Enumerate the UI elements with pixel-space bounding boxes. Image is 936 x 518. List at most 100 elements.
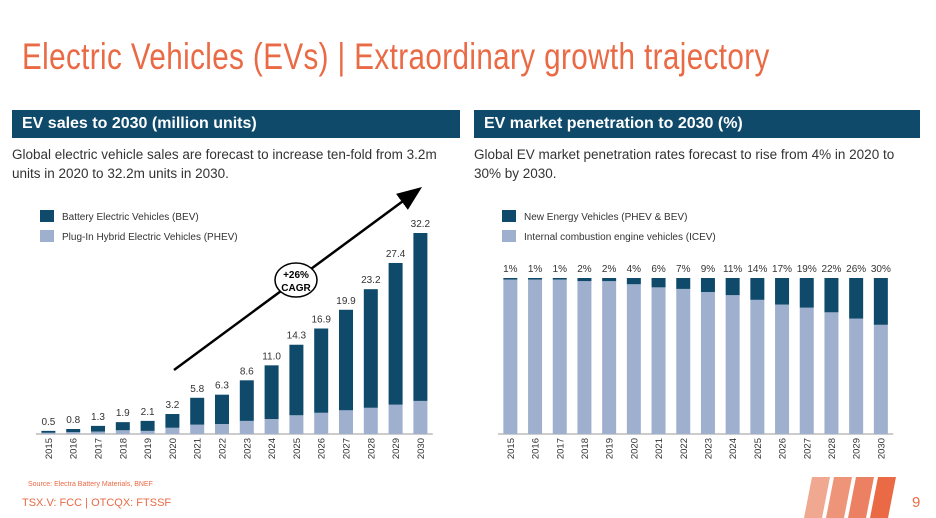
left-x-tick-2028: 2028 bbox=[366, 438, 377, 459]
legend-swatch-nev bbox=[502, 210, 516, 222]
bar-bev-2018 bbox=[115, 422, 130, 431]
bar-nev-2021 bbox=[651, 278, 666, 288]
pct-label-2021: 6% bbox=[651, 264, 666, 275]
right-x-tick-2019: 2019 bbox=[605, 438, 616, 459]
bar-phev-2030 bbox=[413, 400, 428, 434]
bar-phev-2019 bbox=[140, 430, 155, 434]
legend-swatch-phev bbox=[40, 230, 54, 242]
bar-icev-2016 bbox=[528, 279, 543, 434]
right-x-tick-2018: 2018 bbox=[580, 438, 591, 459]
right-x-tick-2024: 2024 bbox=[728, 438, 739, 459]
right-x-tick-2022: 2022 bbox=[679, 438, 690, 459]
right-x-tick-2026: 2026 bbox=[778, 438, 789, 459]
pct-label-2024: 11% bbox=[723, 264, 742, 275]
bar-nev-2015 bbox=[503, 278, 518, 280]
left-x-tick-2027: 2027 bbox=[342, 438, 353, 459]
total-label-2028: 23.2 bbox=[361, 275, 381, 286]
right-x-tick-2029: 2029 bbox=[852, 438, 863, 459]
bar-icev-2020 bbox=[626, 284, 641, 434]
cagr-badge bbox=[274, 262, 318, 298]
bar-phev-2026 bbox=[314, 412, 329, 434]
left-x-tick-2026: 2026 bbox=[317, 438, 328, 459]
pct-label-2025: 14% bbox=[747, 264, 767, 275]
bar-bev-2015 bbox=[41, 430, 56, 433]
right-x-tick-2027: 2027 bbox=[802, 438, 813, 459]
bar-phev-2017 bbox=[91, 431, 105, 434]
bar-nev-2016 bbox=[528, 278, 543, 280]
right-x-tick-2030: 2030 bbox=[876, 438, 887, 459]
pct-label-2022: 7% bbox=[676, 264, 691, 275]
bar-bev-2019 bbox=[140, 420, 155, 431]
legend-label-phev: Plug-In Hybrid Electric Vehicles (PHEV) bbox=[62, 232, 238, 243]
bar-nev-2020 bbox=[626, 278, 641, 285]
bar-phev-2016 bbox=[66, 432, 81, 434]
bar-bev-2027 bbox=[339, 309, 353, 411]
left-x-tick-2022: 2022 bbox=[218, 438, 229, 459]
source-note: Source: Electra Battery Materials, BNEF bbox=[28, 481, 153, 488]
bar-phev-2027 bbox=[339, 410, 353, 434]
ev-penetration-description: Global EV market penetration rates forec… bbox=[474, 147, 895, 181]
bar-nev-2022 bbox=[676, 278, 691, 289]
bar-bev-2021 bbox=[190, 397, 205, 425]
bar-bev-2026 bbox=[314, 328, 329, 413]
bar-nev-2030 bbox=[873, 278, 888, 325]
right-x-tick-2021: 2021 bbox=[654, 438, 665, 459]
total-label-2022: 6.3 bbox=[215, 381, 229, 392]
bar-phev-2025 bbox=[289, 415, 304, 434]
left-x-tick-2021: 2021 bbox=[193, 438, 204, 459]
brand-stripes bbox=[804, 477, 896, 518]
bar-icev-2023 bbox=[700, 292, 715, 434]
bar-icev-2017 bbox=[552, 279, 567, 434]
pct-label-2017: 1% bbox=[553, 264, 568, 275]
bar-icev-2022 bbox=[676, 288, 691, 434]
bar-phev-2018 bbox=[115, 430, 130, 434]
total-label-2030: 32.2 bbox=[411, 219, 431, 230]
bar-nev-2026 bbox=[775, 278, 790, 305]
bar-nev-2018 bbox=[577, 278, 592, 282]
bar-icev-2018 bbox=[577, 281, 592, 434]
right-x-tick-2028: 2028 bbox=[827, 438, 838, 459]
bar-icev-2025 bbox=[750, 299, 765, 434]
pct-label-2026: 17% bbox=[772, 264, 792, 275]
bar-icev-2015 bbox=[503, 279, 518, 434]
left-x-tick-2030: 2030 bbox=[416, 438, 427, 459]
bar-phev-2020 bbox=[165, 427, 180, 434]
bar-phev-2022 bbox=[215, 424, 229, 434]
pct-label-2027: 19% bbox=[797, 264, 817, 275]
bar-icev-2028 bbox=[824, 312, 839, 434]
bar-nev-2025 bbox=[750, 278, 765, 300]
bar-icev-2024 bbox=[725, 295, 740, 434]
cagr-label: CAGR bbox=[281, 283, 311, 294]
legend-label-nev: New Energy Vehicles (PHEV & BEV) bbox=[524, 212, 687, 223]
left-x-tick-2017: 2017 bbox=[94, 438, 105, 459]
total-label-2015: 0.5 bbox=[41, 417, 55, 428]
bar-icev-2029 bbox=[849, 318, 864, 434]
left-x-tick-2018: 2018 bbox=[118, 438, 129, 459]
bar-bev-2029 bbox=[388, 262, 403, 405]
right-x-tick-2023: 2023 bbox=[703, 438, 714, 459]
right-x-tick-2017: 2017 bbox=[555, 438, 566, 459]
bar-bev-2030 bbox=[413, 233, 428, 401]
total-label-2026: 16.9 bbox=[311, 315, 331, 326]
total-label-2024: 11.0 bbox=[262, 351, 281, 362]
total-label-2021: 5.8 bbox=[190, 384, 204, 395]
bar-nev-2027 bbox=[799, 278, 814, 308]
pct-label-2023: 9% bbox=[701, 264, 716, 275]
right-x-tick-2016: 2016 bbox=[531, 438, 542, 459]
total-label-2019: 2.1 bbox=[141, 407, 155, 418]
bar-nev-2028 bbox=[824, 278, 839, 313]
bar-icev-2019 bbox=[602, 281, 617, 434]
left-x-tick-2020: 2020 bbox=[168, 438, 179, 459]
bar-nev-2024 bbox=[725, 278, 740, 296]
right-x-tick-2020: 2020 bbox=[629, 438, 640, 459]
bar-bev-2017 bbox=[91, 425, 105, 432]
total-label-2023: 8.6 bbox=[240, 366, 254, 377]
left-x-tick-2025: 2025 bbox=[292, 438, 303, 459]
bar-phev-2029 bbox=[388, 404, 403, 434]
legend-label-bev: Battery Electric Vehicles (BEV) bbox=[62, 212, 199, 223]
bar-icev-2027 bbox=[799, 307, 814, 434]
legend-swatch-bev bbox=[40, 210, 54, 222]
total-label-2020: 3.2 bbox=[165, 400, 179, 411]
ev-penetration-chart: 1% 2015 1% 2016 1% 2017 2% 2018 2% 2019 4% 2020 6% 20… bbox=[498, 264, 894, 459]
